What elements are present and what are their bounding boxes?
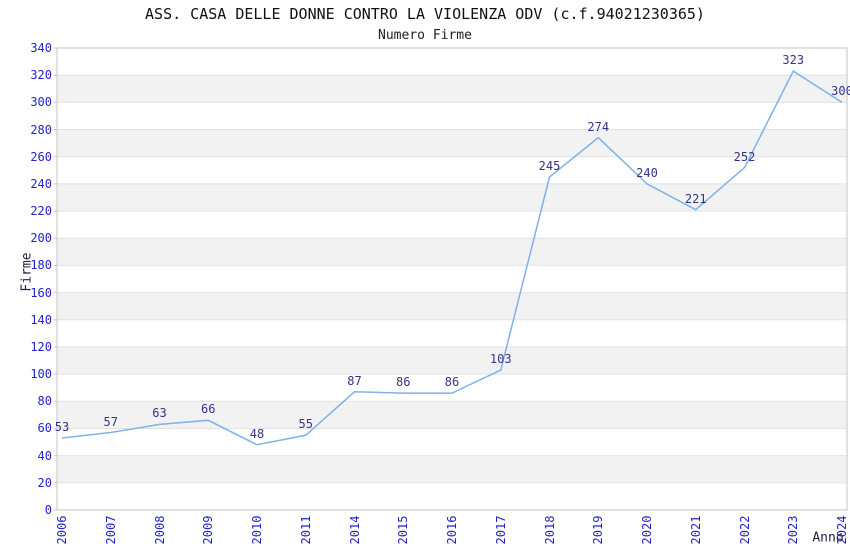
plot-band bbox=[57, 183, 847, 212]
y-tick-label: 200 bbox=[30, 231, 52, 246]
plot-border bbox=[56, 47, 848, 511]
y-tick-label: 40 bbox=[37, 448, 52, 463]
y-tick-label: 300 bbox=[30, 95, 52, 110]
y-tick-label: 80 bbox=[37, 394, 52, 409]
plot-band bbox=[57, 238, 847, 266]
y-tick-label: 120 bbox=[30, 339, 52, 354]
x-tick-label: 2014 bbox=[347, 515, 362, 545]
y-tick-label: 160 bbox=[30, 285, 52, 300]
x-tick-label: 2021 bbox=[688, 515, 703, 545]
y-tick-label: 0 bbox=[44, 503, 52, 517]
data-point-label: 103 bbox=[489, 352, 512, 367]
plot-band bbox=[57, 265, 847, 293]
data-point-label: 274 bbox=[587, 119, 610, 134]
y-tick-label: 20 bbox=[37, 475, 52, 490]
plot-band bbox=[57, 319, 847, 347]
data-point-label: 300 bbox=[831, 84, 850, 99]
data-point-label: 48 bbox=[249, 426, 265, 441]
y-tick-label: 280 bbox=[30, 122, 52, 137]
plot-band bbox=[57, 346, 847, 375]
series-line-numero-firme bbox=[61, 70, 843, 446]
data-point-label: 240 bbox=[636, 165, 658, 180]
x-tick-label: 2017 bbox=[493, 515, 508, 545]
plot-band bbox=[57, 156, 847, 184]
x-tick-label: 2011 bbox=[298, 515, 313, 545]
plot-band bbox=[57, 102, 847, 130]
plot-band bbox=[57, 374, 847, 402]
chart-title: ASS. CASA DELLE DONNE CONTRO LA VIOLENZA… bbox=[145, 5, 705, 23]
x-axis-title: Anno bbox=[812, 530, 844, 546]
x-tick-label: 2018 bbox=[542, 515, 557, 545]
plot-band bbox=[57, 129, 847, 157]
x-tick-label: 2016 bbox=[445, 515, 459, 545]
data-point-label: 221 bbox=[684, 191, 707, 206]
data-point-label: 323 bbox=[782, 53, 805, 68]
x-tick-label: 2007 bbox=[103, 515, 118, 545]
data-point-label: 57 bbox=[103, 414, 118, 429]
x-tick-label: 2022 bbox=[737, 515, 752, 545]
y-tick-label: 240 bbox=[30, 176, 52, 191]
plot-band bbox=[57, 75, 847, 103]
x-tick-label: 2020 bbox=[640, 515, 654, 545]
x-tick-label: 2006 bbox=[55, 515, 69, 545]
y-tick-label: 340 bbox=[30, 41, 52, 55]
y-tick-label: 220 bbox=[30, 204, 52, 219]
plot-band bbox=[57, 428, 847, 456]
y-tick-label: 320 bbox=[30, 68, 52, 83]
data-point-label: 86 bbox=[396, 375, 411, 390]
y-tick-label: 140 bbox=[30, 312, 52, 327]
x-tick-label: 2023 bbox=[786, 515, 801, 545]
plot-band bbox=[57, 482, 847, 510]
x-tick-label: 2009 bbox=[201, 515, 216, 545]
x-tick-label: 2015 bbox=[396, 515, 411, 545]
data-point-label: 53 bbox=[54, 419, 70, 434]
data-point-label: 245 bbox=[538, 159, 561, 174]
data-point-label: 86 bbox=[444, 375, 460, 390]
x-tick-label: 2019 bbox=[591, 515, 606, 545]
x-tick-label: 2008 bbox=[152, 515, 167, 545]
chart-subtitle: Numero Firme bbox=[378, 28, 472, 43]
plot-band bbox=[57, 455, 847, 483]
x-tick-label: 2010 bbox=[250, 515, 264, 545]
y-tick-label: 260 bbox=[30, 149, 52, 164]
plot-band bbox=[57, 401, 847, 429]
data-point-label: 63 bbox=[152, 406, 167, 421]
y-tick-label: 60 bbox=[37, 421, 52, 436]
plot-band bbox=[57, 292, 847, 320]
plot-band bbox=[57, 211, 847, 239]
data-point-label: 87 bbox=[347, 373, 362, 388]
data-point-label: 66 bbox=[201, 402, 216, 417]
y-tick-label: 180 bbox=[30, 258, 52, 273]
data-point-label: 252 bbox=[733, 149, 756, 164]
data-point-label: 55 bbox=[298, 417, 313, 432]
x-tick-label: 2024 bbox=[835, 515, 849, 545]
plot-band bbox=[57, 48, 847, 76]
y-tick-label: 100 bbox=[30, 367, 52, 382]
